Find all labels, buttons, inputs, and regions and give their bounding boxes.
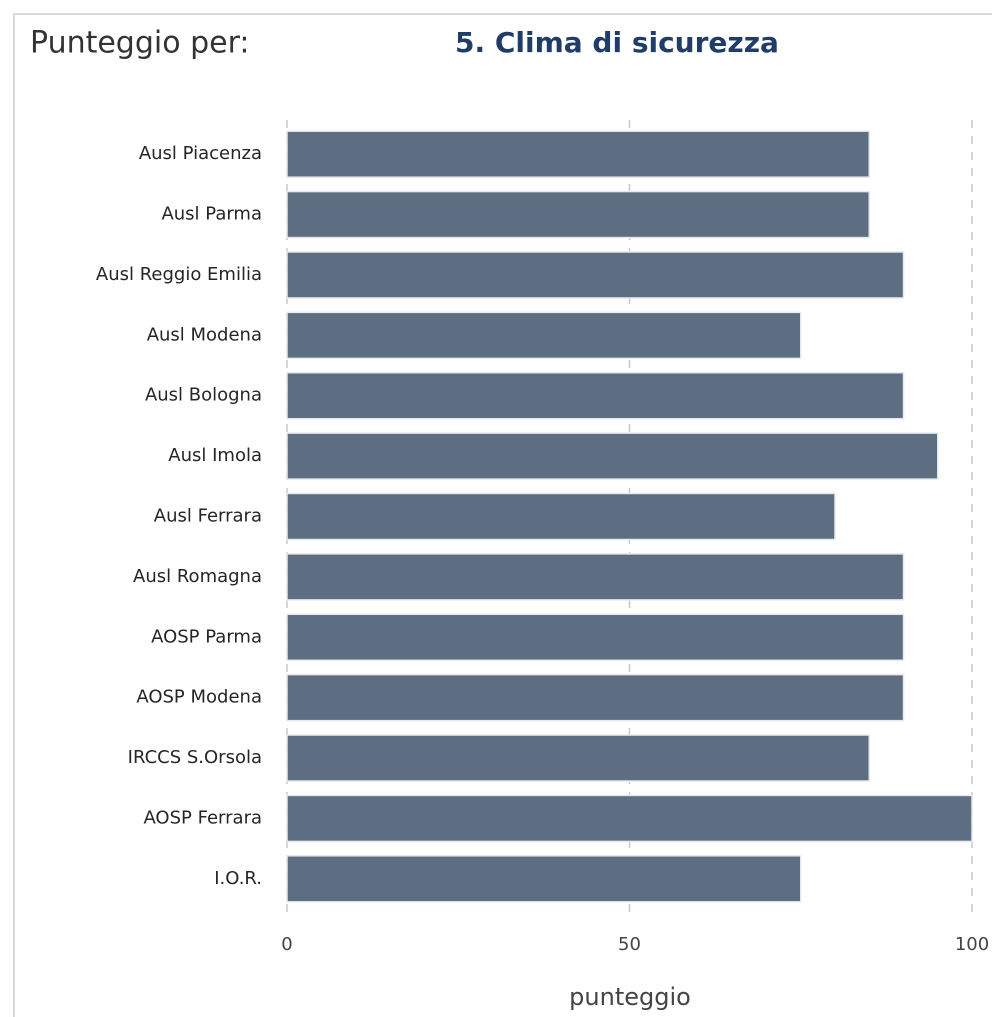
bar: [286, 371, 905, 420]
y-tick-label: Ausl Reggio Emilia: [96, 264, 262, 285]
bar: [286, 673, 905, 722]
y-tick-label: Ausl Romagna: [133, 566, 262, 587]
y-tick-label: Ausl Parma: [161, 204, 262, 225]
bar: [286, 311, 802, 360]
bar: [286, 130, 870, 178]
bar: [286, 251, 905, 299]
bar: [286, 432, 939, 480]
y-tick-label: Ausl Bologna: [145, 385, 262, 406]
bar: [286, 794, 973, 843]
title-prefix: Punteggio per:: [30, 26, 250, 61]
bar: [286, 190, 870, 239]
bar: [286, 492, 836, 541]
y-tick-label: IRCCS S.Orsola: [128, 747, 262, 768]
y-tick-label: I.O.R.: [214, 868, 262, 889]
bar: [286, 855, 802, 903]
x-tick-label: 50: [618, 934, 641, 955]
y-tick-label: AOSP Ferrara: [143, 807, 262, 828]
x-tick-label: 100: [955, 934, 989, 955]
bar: [286, 553, 905, 601]
panel-border: [13, 13, 992, 1017]
bar: [286, 734, 870, 782]
chart-title: 5. Clima di sicurezza: [455, 26, 779, 59]
bar: [286, 613, 905, 662]
y-tick-label: AOSP Modena: [136, 687, 262, 708]
y-tick-label: Ausl Modena: [147, 324, 262, 345]
y-tick-label: Ausl Piacenza: [139, 143, 262, 164]
x-axis-title: punteggio: [569, 983, 691, 1011]
x-tick-label: 0: [281, 934, 292, 955]
y-tick-label: AOSP Parma: [151, 626, 262, 647]
y-tick-label: Ausl Ferrara: [154, 506, 262, 527]
y-tick-label: Ausl Imola: [168, 445, 262, 466]
